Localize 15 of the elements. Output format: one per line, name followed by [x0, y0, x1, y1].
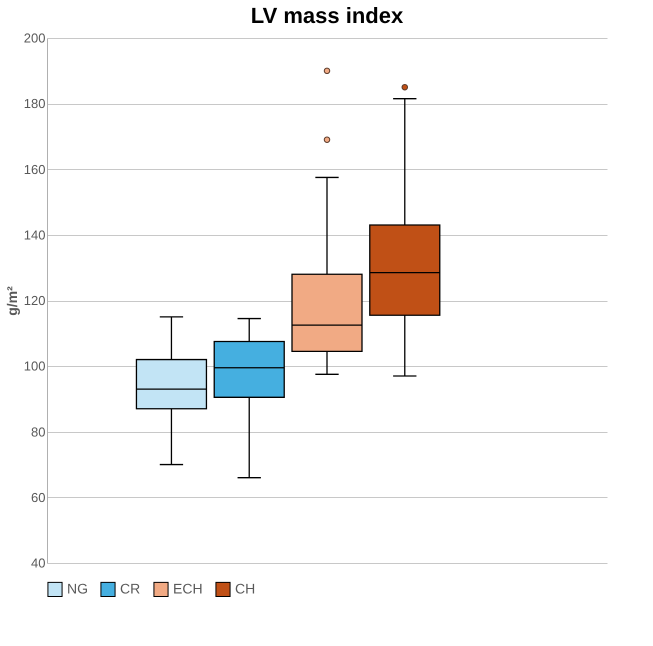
legend-label: ECH — [173, 580, 203, 596]
y-tick-label: 80 — [31, 424, 46, 440]
y-axis-title: g/m² — [4, 286, 20, 316]
y-tick-label: 40 — [31, 556, 46, 570]
legend-label: NG — [67, 580, 88, 596]
y-tick-label: 120 — [24, 293, 46, 308]
y-tick-label: 180 — [24, 96, 46, 112]
y-tick-label: 200 — [24, 30, 46, 46]
y-tick-label: 160 — [24, 162, 46, 177]
y-tick-label: 60 — [31, 490, 46, 505]
legend-label: CR — [120, 580, 140, 596]
y-tick-label: 140 — [24, 227, 46, 242]
legend-label: CH — [235, 580, 256, 596]
y-tick-label: 100 — [24, 358, 46, 374]
chart-title: LV mass index — [250, 3, 404, 28]
